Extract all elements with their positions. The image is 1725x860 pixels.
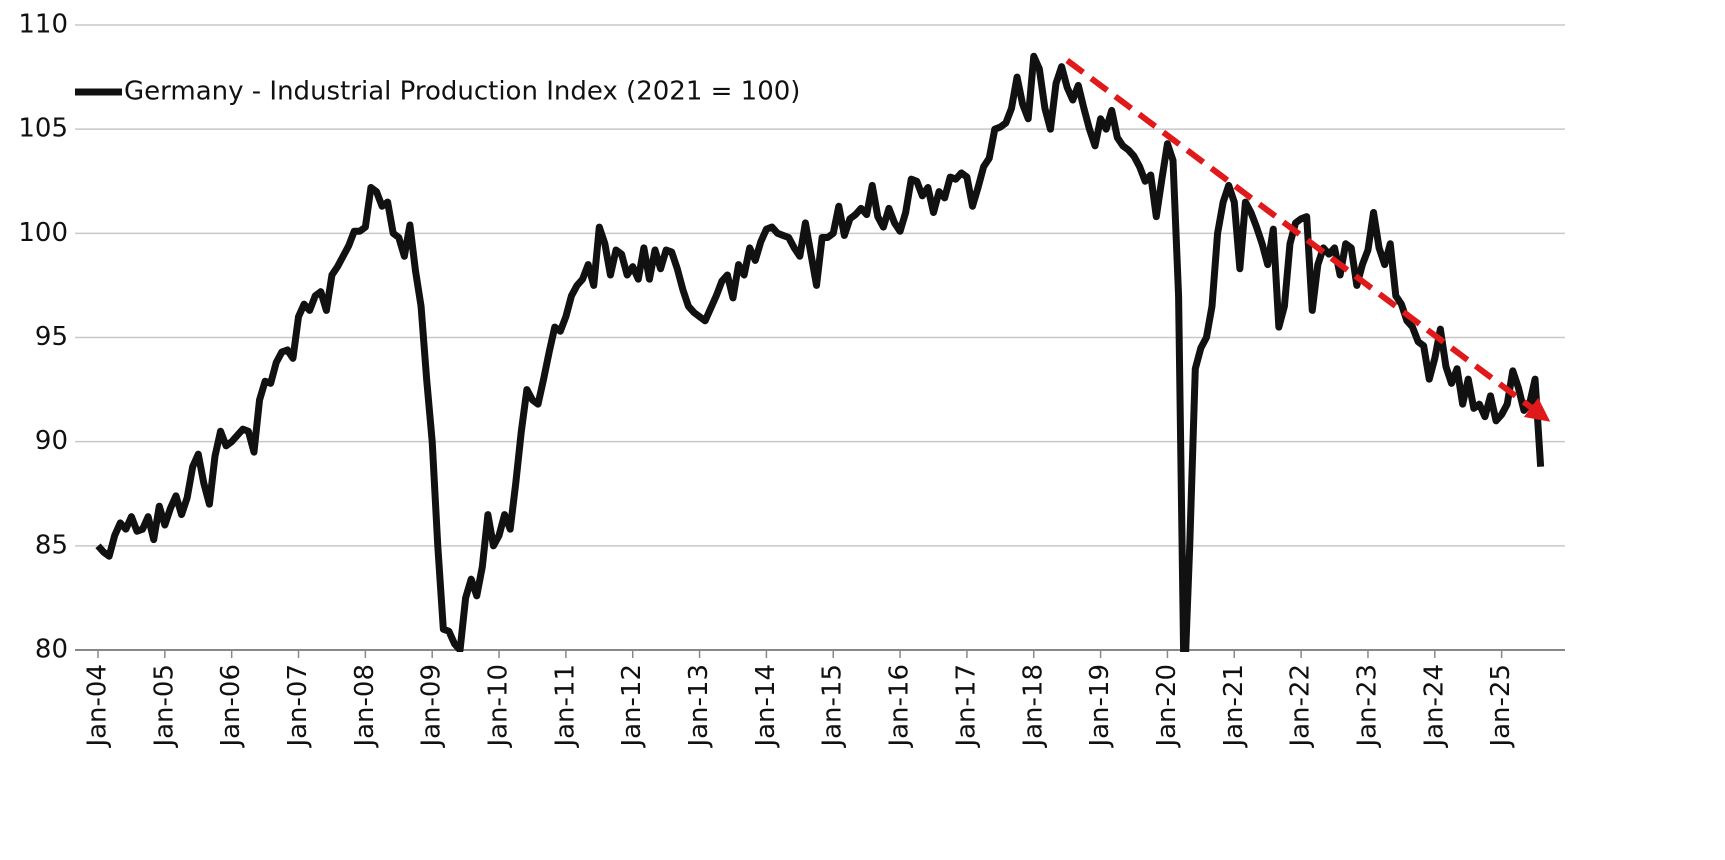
x-tick-label: Jan-25 xyxy=(1486,664,1516,749)
x-tick-label: Jan-17 xyxy=(951,664,981,749)
y-tick-label: 110 xyxy=(18,10,68,40)
y-tick-label: 100 xyxy=(18,218,68,248)
x-tick-label: Jan-15 xyxy=(818,664,848,749)
x-tick-label: Jan-06 xyxy=(216,664,246,749)
x-tick-label: Jan-10 xyxy=(484,664,514,749)
x-tick-label: Jan-20 xyxy=(1152,664,1182,749)
plot-area xyxy=(95,52,1551,652)
x-tick-label: Jan-22 xyxy=(1286,664,1316,749)
x-tick-label: Jan-11 xyxy=(550,664,580,749)
line-series xyxy=(95,52,1545,652)
x-tick-label: Jan-08 xyxy=(350,664,380,749)
y-tick-label: 85 xyxy=(35,530,68,560)
x-tick-label: Jan-12 xyxy=(617,664,647,749)
x-tick-label: Jan-21 xyxy=(1219,664,1249,749)
x-tick-label: Jan-18 xyxy=(1018,664,1048,749)
y-tick-label: 95 xyxy=(35,322,68,352)
x-tick-label: Jan-14 xyxy=(751,664,781,749)
x-tick-label: Jan-09 xyxy=(417,664,447,749)
y-tick-label: 90 xyxy=(35,426,68,456)
y-tick-label: 105 xyxy=(18,114,68,144)
x-tick-label: Jan-16 xyxy=(885,664,915,749)
x-tick-label: Jan-23 xyxy=(1352,664,1382,749)
x-tick-label: Jan-05 xyxy=(149,664,179,749)
x-tick-label: Jan-24 xyxy=(1419,664,1449,749)
legend-label: Germany - Industrial Production Index (2… xyxy=(124,77,800,107)
y-tick-label: 80 xyxy=(35,635,68,665)
x-tick-label: Jan-13 xyxy=(684,664,714,749)
x-tick-label: Jan-07 xyxy=(283,664,313,749)
trend-line xyxy=(1065,58,1551,422)
x-tick-label: Jan-19 xyxy=(1085,664,1115,749)
x-tick-label: Jan-04 xyxy=(83,664,113,749)
